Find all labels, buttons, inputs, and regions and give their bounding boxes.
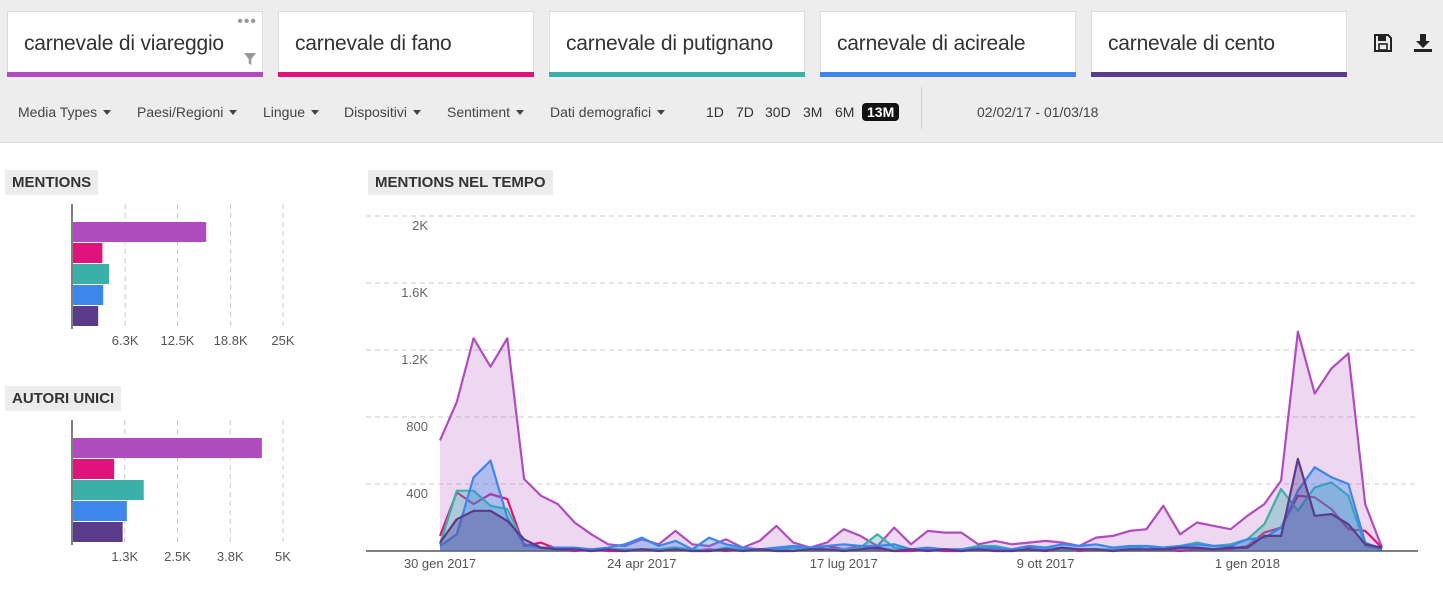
series-area: [440, 482, 1382, 551]
filter-lingue[interactable]: Lingue: [263, 104, 320, 120]
filter-label: Dispositivi: [344, 104, 408, 120]
bar[interactable]: [73, 522, 123, 542]
y-tick-label: 400: [406, 486, 428, 501]
x-tick-label: 17 lug 2017: [810, 556, 878, 571]
bar[interactable]: [73, 306, 99, 326]
download-icon[interactable]: [1412, 32, 1434, 54]
bar[interactable]: [73, 222, 207, 242]
authors-bar-chart: 1.3K 2.5K 3.8K 5K: [71, 420, 291, 564]
x-tick-label: 5K: [275, 549, 291, 564]
filter-label: Media Types: [18, 104, 98, 120]
x-tick-label: 1.3K: [111, 549, 138, 564]
bar[interactable]: [73, 459, 115, 479]
caret-down-icon: [657, 110, 666, 115]
y-tick-label: 2K: [412, 218, 428, 233]
bar[interactable]: [73, 501, 127, 521]
query-text[interactable]: carnevale di fano: [295, 32, 452, 55]
range-6m[interactable]: 6M: [835, 104, 855, 120]
x-tick-label: 18.8K: [214, 333, 248, 348]
query-text[interactable]: carnevale di putignano: [566, 32, 773, 55]
bar[interactable]: [73, 285, 104, 305]
series-line[interactable]: [438, 330, 1384, 549]
filter-funnel-icon[interactable]: [243, 52, 257, 66]
filter-dispositivi[interactable]: Dispositivi: [344, 104, 422, 120]
filter-label: Lingue: [263, 104, 306, 120]
x-tick-label: 25K: [271, 333, 294, 348]
caret-down-icon: [413, 110, 422, 115]
range-7d[interactable]: 7D: [736, 104, 754, 120]
filter-label: Dati demografici: [550, 104, 652, 120]
range-3m[interactable]: 3M: [803, 104, 823, 120]
query-color-bar: [278, 72, 534, 77]
caret-down-icon: [516, 110, 525, 115]
query-text[interactable]: carnevale di viareggio: [24, 32, 224, 55]
x-tick-label: 3.8K: [217, 549, 244, 564]
x-tick-label: 1 gen 2018: [1215, 556, 1280, 571]
bar[interactable]: [73, 264, 110, 284]
y-tick-label: 800: [406, 419, 428, 434]
series-area: [440, 331, 1382, 551]
bar[interactable]: [73, 480, 144, 500]
x-tick-label: 9 ott 2017: [1017, 556, 1075, 571]
x-tick-label: 2.5K: [164, 549, 191, 564]
caret-down-icon: [103, 110, 112, 115]
range-1d[interactable]: 1D: [706, 104, 724, 120]
filter-media-types[interactable]: Media Types: [18, 104, 112, 120]
x-tick-label: 12.5K: [161, 333, 195, 348]
more-dots-icon[interactable]: •••: [237, 13, 257, 30]
date-range[interactable]: 02/02/17 - 01/03/18: [977, 104, 1099, 120]
series-area: [440, 460, 1382, 551]
y-tick-label: 1.6K: [401, 285, 428, 300]
query-box-viareggio[interactable]: carnevale di viareggio •••: [7, 11, 263, 77]
x-tick-label: 6.3K: [112, 333, 139, 348]
query-color-bar: [820, 72, 1076, 77]
divider: [921, 87, 922, 129]
series-area: [440, 458, 1382, 551]
caret-down-icon: [229, 110, 238, 115]
query-color-bar: [7, 72, 263, 77]
query-box-cento[interactable]: carnevale di cento: [1091, 11, 1347, 77]
mentions-title: MENTIONS: [5, 170, 99, 195]
filter-bar: Media Types Paesi/Regioni Lingue Disposi…: [0, 96, 1443, 128]
range-13m[interactable]: 13M: [862, 103, 900, 121]
query-box-putignano[interactable]: carnevale di putignano: [549, 11, 805, 77]
x-tick-label: 24 apr 2017: [607, 556, 676, 571]
filter-label: Sentiment: [447, 104, 511, 120]
filter-paesi-regioni[interactable]: Paesi/Regioni: [137, 104, 238, 120]
bar[interactable]: [73, 438, 262, 458]
caret-down-icon: [311, 110, 320, 115]
range-30d[interactable]: 30D: [765, 104, 791, 120]
series-line[interactable]: [439, 457, 1383, 553]
mentions-timeline-chart: 400 800 1.2K 1.6K 2K 30 gen 2017 24 apr 2017 17…: [366, 215, 1418, 571]
query-text[interactable]: carnevale di acireale: [837, 32, 1026, 55]
filter-label: Paesi/Regioni: [137, 104, 224, 120]
timeline-title: MENTIONS NEL TEMPO: [368, 170, 553, 195]
query-color-bar: [1091, 72, 1347, 77]
query-box-acireale[interactable]: carnevale di acireale: [820, 11, 1076, 77]
query-toolbar: carnevale di viareggio ••• carnevale di …: [0, 0, 1443, 143]
mentions-bar-chart: 6.3K 12.5K 18.8K 25K: [71, 204, 295, 348]
filter-dati-demografici[interactable]: Dati demografici: [550, 104, 666, 120]
query-text[interactable]: carnevale di cento: [1108, 32, 1275, 55]
y-tick-label: 1.2K: [401, 352, 428, 367]
query-box-fano[interactable]: carnevale di fano: [278, 11, 534, 77]
query-color-bar: [549, 72, 805, 77]
filter-sentiment[interactable]: Sentiment: [447, 104, 525, 120]
bar[interactable]: [73, 243, 103, 263]
x-tick-label: 30 gen 2017: [404, 556, 476, 571]
authors-title: AUTORI UNICI: [5, 386, 122, 411]
save-icon[interactable]: [1372, 32, 1394, 54]
